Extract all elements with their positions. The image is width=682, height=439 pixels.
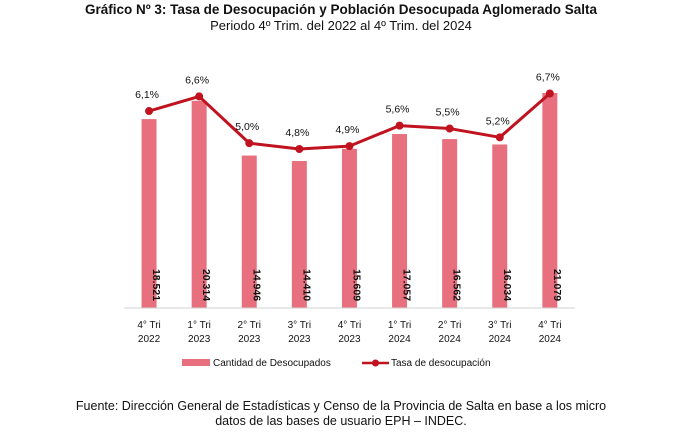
bar: [392, 134, 408, 308]
source-line-2: datos de las bases de usuario EPH – INDE…: [215, 414, 467, 428]
source-line-1: Fuente: Dirección General de Estadística…: [75, 399, 607, 413]
rate-label: 5,2%: [486, 115, 510, 127]
legend-line-label: Tasa de desocupación: [391, 358, 491, 369]
bar: [141, 119, 157, 308]
rate-point: [395, 121, 404, 130]
rate-label: 5,5%: [436, 107, 460, 119]
bar-value-label: 18.521: [150, 269, 162, 301]
bar-value-label: 15.609: [350, 269, 362, 301]
rate-label: 4,9%: [335, 124, 359, 136]
bar-value-label: 20.314: [200, 269, 212, 301]
x-tick-label: 2023: [338, 334, 361, 345]
rate-point: [145, 107, 154, 116]
rate-label: 6,1%: [135, 89, 159, 101]
x-tick-label: 2024: [539, 334, 562, 345]
rate-point: [495, 133, 504, 142]
x-tick-label: 4° Tri: [137, 320, 160, 331]
x-tick-label: 1° Tri: [187, 320, 210, 331]
bar-value-label: 21.079: [551, 269, 563, 301]
rate-point: [345, 142, 354, 151]
x-tick-label: 4° Tri: [338, 320, 361, 331]
bar-value-label: 16.034: [501, 269, 513, 301]
bar: [341, 148, 357, 308]
x-tick-label: 1° Tri: [388, 320, 411, 331]
bar: [492, 144, 508, 308]
x-tick-label: 2022: [138, 334, 161, 345]
chart-title: Gráfico Nº 3: Tasa de Desocupación y Pob…: [84, 2, 598, 17]
rate-point: [295, 145, 304, 153]
x-tick-label: 2° Tri: [238, 320, 261, 331]
rate-label: 5,6%: [386, 104, 410, 116]
x-tick-label: 2024: [439, 334, 462, 345]
rate-point: [195, 92, 204, 101]
chart-subtitle: Periodo 4º Trim. del 2022 al 4º Trim. de…: [210, 18, 472, 33]
x-tick-label: 2024: [489, 334, 512, 345]
legend-bar-label: Cantidad de Desocupados: [213, 358, 331, 369]
bar: [291, 161, 307, 308]
rate-label: 4,8%: [285, 127, 309, 139]
bar-value-label: 16.562: [451, 269, 463, 301]
x-tick-label: 2024: [388, 334, 411, 345]
bar: [542, 93, 558, 308]
rate-label: 6,6%: [185, 74, 209, 86]
bar-value-label: 17.057: [401, 269, 413, 301]
bar: [241, 155, 257, 308]
x-tick-label: 4° Tri: [538, 320, 561, 331]
bar-value-label: 14.946: [250, 269, 262, 301]
rate-label: 6,7%: [536, 72, 560, 84]
source-note: Fuente: Dirección General de Estadística…: [0, 399, 682, 429]
combo-chart: 18.521 20.314 14.946 14.410 15.609 17.057 16.5…: [124, 72, 575, 369]
x-tick-label: 3° Tri: [288, 320, 311, 331]
rate-label: 5,0%: [235, 121, 259, 133]
x-tick-label: 3° Tri: [488, 320, 511, 331]
rate-point: [445, 124, 454, 133]
x-tick-label: 2023: [238, 334, 261, 345]
bar: [442, 139, 458, 308]
rate-point: [245, 139, 254, 148]
bar-value-label: 14.410: [300, 269, 312, 301]
bar: [191, 100, 207, 308]
x-tick-label: 2023: [288, 334, 311, 345]
legend-line-marker: [372, 359, 379, 367]
legend-bar-swatch: [182, 359, 210, 366]
rate-point: [545, 89, 554, 98]
x-tick-label: 2° Tri: [438, 320, 461, 331]
x-tick-label: 2023: [188, 334, 211, 345]
